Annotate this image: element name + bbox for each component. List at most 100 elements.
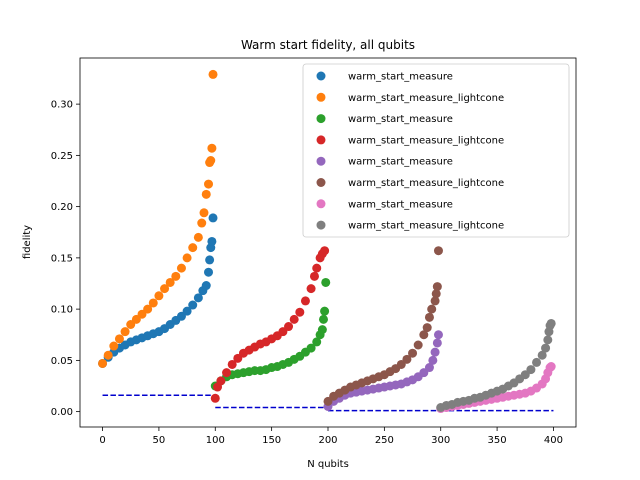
x-tick-label: 400 — [544, 435, 563, 446]
series-6 — [323, 246, 443, 406]
x-tick-label: 300 — [431, 435, 450, 446]
data-point — [432, 282, 442, 292]
legend-entry: warm_start_measure_lightcone — [348, 178, 504, 189]
x-axis: 0 50 100 150 200 250 300 350 400 — [99, 427, 563, 446]
data-point — [546, 318, 556, 328]
legend-entry: warm_start_measure — [348, 72, 453, 83]
data-point — [428, 355, 438, 365]
data-point — [210, 393, 220, 403]
data-point — [546, 362, 556, 372]
data-point — [154, 291, 164, 301]
legend-entry: warm_start_measure_lightcone — [348, 93, 504, 104]
y-axis: 0.00 0.05 0.10 0.15 0.20 0.25 0.30 — [51, 100, 80, 418]
data-point — [284, 322, 294, 332]
data-point — [320, 306, 330, 316]
data-point — [408, 348, 418, 358]
data-point — [318, 314, 328, 324]
data-series — [98, 69, 556, 414]
legend-entry: warm_start_measure — [348, 199, 453, 210]
data-point — [176, 263, 186, 273]
data-point — [216, 376, 226, 386]
data-point — [98, 358, 108, 368]
data-point — [201, 189, 211, 199]
data-point — [188, 300, 198, 310]
legend-marker — [316, 156, 326, 166]
legend-marker — [316, 114, 326, 124]
data-point — [197, 218, 207, 228]
y-tick-label: 0.25 — [51, 151, 73, 162]
data-point — [160, 284, 170, 294]
data-point — [204, 267, 214, 277]
legend-entry: warm_start_measure — [348, 114, 453, 125]
data-point — [306, 284, 316, 294]
data-point — [300, 296, 310, 306]
data-point — [306, 343, 316, 353]
legend-marker — [316, 220, 326, 230]
data-point — [201, 281, 211, 291]
data-point — [295, 307, 305, 317]
x-tick-label: 50 — [153, 435, 166, 446]
data-point — [433, 330, 443, 340]
data-point — [120, 327, 130, 337]
data-point — [543, 335, 553, 345]
legend: warm_start_measure warm_start_measure_lig… — [302, 63, 570, 238]
legend-marker — [316, 71, 326, 81]
legend-entry: warm_start_measure — [348, 157, 453, 168]
data-point — [182, 253, 192, 263]
legend-entry: warm_start_measure_lightcone — [348, 221, 504, 232]
legend-entry: warm_start_measure_lightcone — [348, 135, 504, 146]
data-point — [312, 337, 322, 347]
data-point — [424, 312, 434, 322]
data-point — [312, 263, 322, 273]
x-tick-label: 350 — [488, 435, 507, 446]
legend-marker — [316, 92, 326, 102]
x-tick-label: 250 — [375, 435, 394, 446]
x-tick-label: 150 — [262, 435, 281, 446]
y-tick-label: 0.30 — [51, 100, 73, 111]
data-point — [171, 271, 181, 281]
legend-marker — [316, 178, 326, 187]
data-point — [541, 343, 551, 353]
data-point — [208, 69, 218, 79]
data-point — [205, 255, 215, 265]
data-point — [321, 277, 331, 287]
legend-marker — [316, 199, 326, 209]
data-point — [207, 236, 217, 246]
x-tick-label: 0 — [99, 435, 105, 446]
reference-lines — [102, 394, 554, 412]
data-point — [188, 243, 198, 253]
data-point — [165, 277, 175, 287]
y-tick-label: 0.20 — [51, 202, 73, 213]
data-point — [114, 334, 124, 344]
data-point — [317, 325, 327, 335]
data-point — [432, 338, 442, 348]
x-tick-label: 200 — [318, 435, 337, 446]
data-point — [537, 350, 547, 360]
data-point — [208, 213, 218, 223]
series-8 — [436, 318, 556, 413]
data-point — [422, 323, 432, 333]
data-point — [199, 208, 209, 218]
y-tick-label: 0.00 — [51, 407, 73, 418]
legend-marker — [316, 135, 326, 145]
data-point — [419, 330, 429, 340]
data-point — [320, 246, 330, 256]
data-point — [143, 304, 153, 314]
data-point — [193, 293, 203, 303]
legend-frame — [302, 63, 570, 238]
data-point — [206, 156, 216, 165]
data-point — [207, 143, 217, 153]
series-4 — [210, 246, 330, 403]
y-axis-label: fidelity — [22, 225, 33, 259]
data-point — [427, 304, 437, 314]
data-point — [430, 347, 440, 357]
x-axis-label: N qubits — [307, 459, 349, 470]
data-point — [402, 354, 412, 364]
x-tick-label: 100 — [206, 435, 225, 446]
data-point — [431, 289, 441, 299]
data-point — [289, 314, 299, 324]
y-tick-label: 0.10 — [51, 305, 73, 316]
data-point — [532, 357, 542, 367]
y-tick-label: 0.15 — [51, 253, 73, 264]
